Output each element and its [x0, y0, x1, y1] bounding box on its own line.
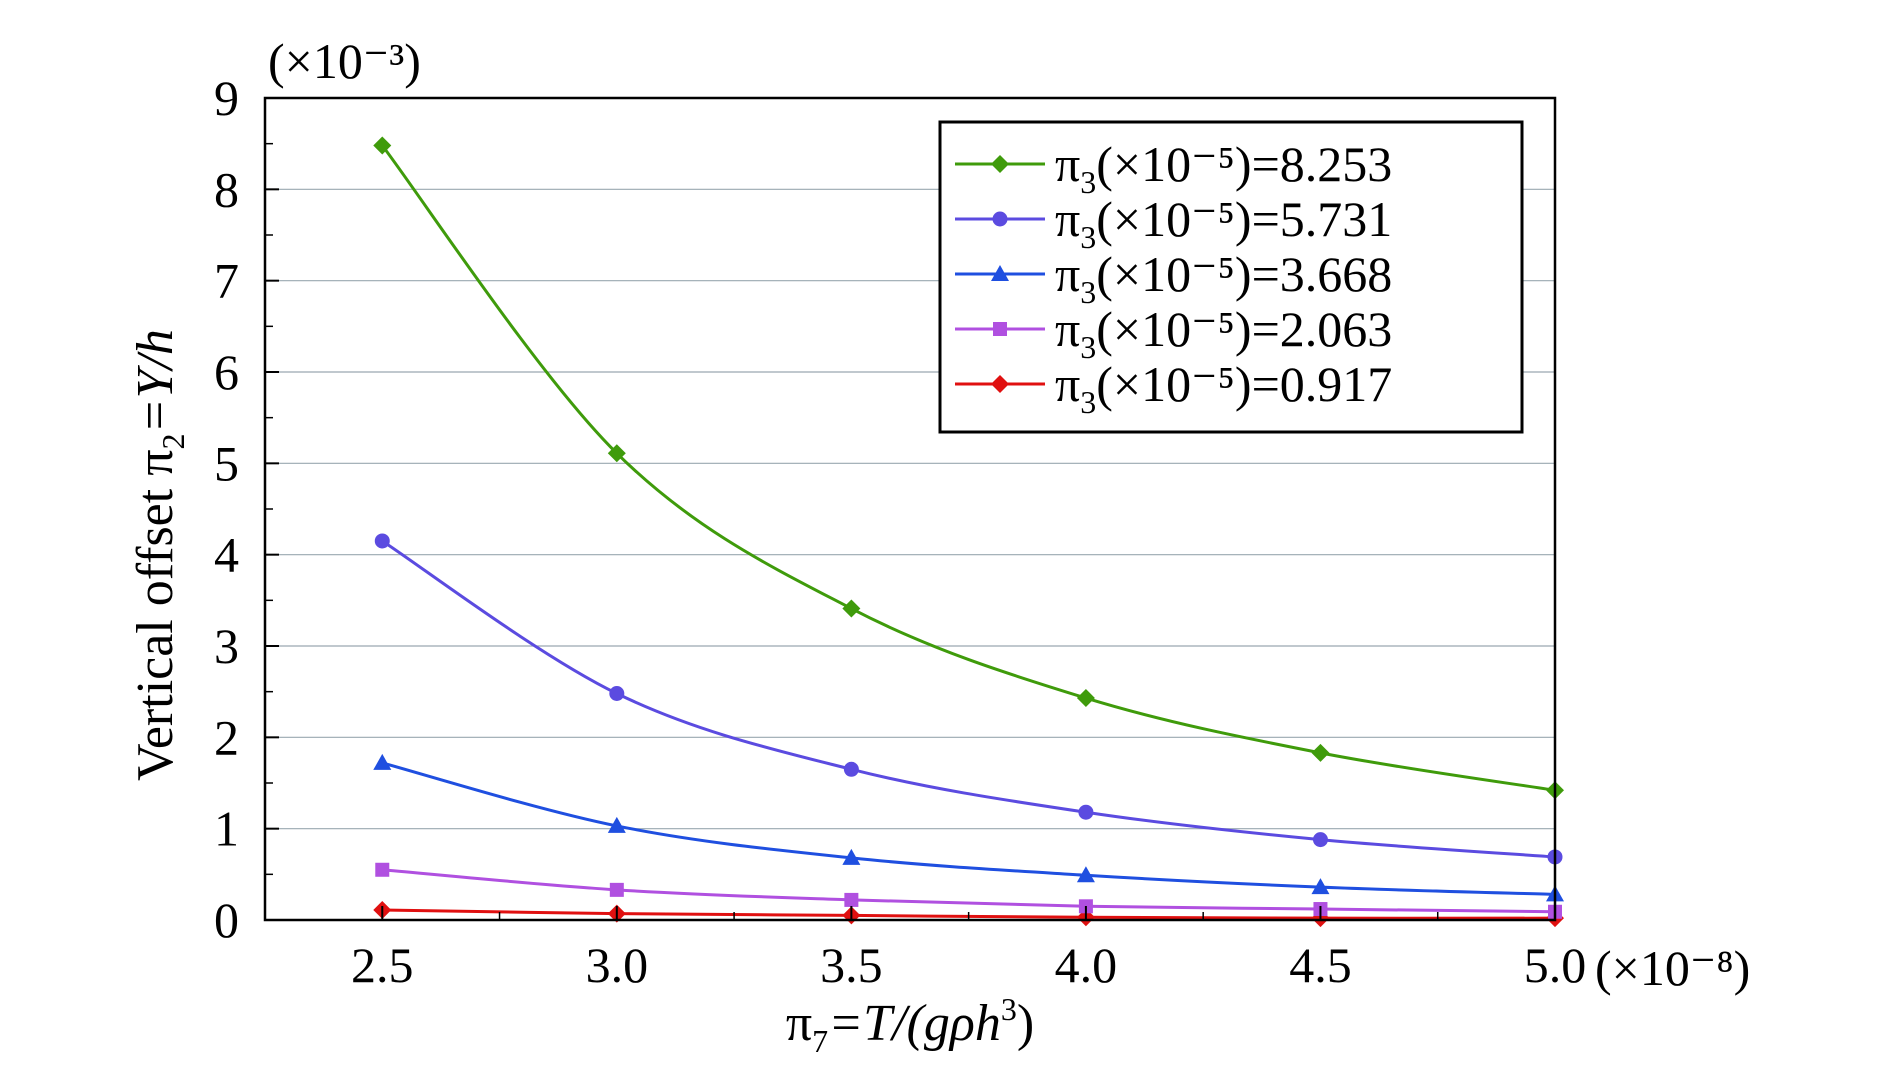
y-tick-label: 9: [214, 70, 239, 126]
data-point: [373, 136, 392, 155]
y-tick-label: 0: [214, 892, 239, 948]
legend-swatch-marker: [993, 322, 1007, 336]
series-line: [381, 761, 1556, 896]
y-tick-label: 5: [214, 435, 239, 491]
legend-box: [938, 120, 1524, 434]
data-point: [374, 533, 390, 549]
y-tick-label: 7: [214, 253, 239, 309]
y-tick-label: 6: [214, 344, 239, 400]
data-point: [375, 862, 390, 877]
x-tick-label: 4.5: [1289, 937, 1352, 993]
legend-swatch-marker: [991, 265, 1009, 281]
series-line: [381, 144, 1556, 792]
data-point: [1311, 743, 1330, 762]
legend-label: π3(×10⁻⁵)=3.668: [1055, 246, 1392, 310]
y-multiplier: (×10⁻³): [268, 33, 421, 89]
x-tick-label: 3.0: [586, 937, 649, 993]
data-point: [844, 892, 859, 907]
y-tick-label: 4: [214, 527, 239, 583]
series-π3(×10⁻⁵)=2.063: [375, 862, 1562, 919]
data-point: [609, 685, 625, 701]
y-tick-label: 1: [214, 801, 239, 857]
series-line: [381, 539, 1556, 859]
x-tick-label: 2.5: [351, 937, 414, 993]
x-tick-label: 5.0: [1524, 937, 1587, 993]
y-tick-label: 3: [214, 618, 239, 674]
x-multiplier: (×10⁻⁸): [1595, 940, 1750, 996]
data-point: [842, 599, 861, 618]
data-point: [1076, 866, 1095, 883]
legend-label: π3(×10⁻⁵)=2.063: [1055, 301, 1392, 365]
data-point: [607, 444, 626, 463]
x-tick-label: 4.0: [1055, 937, 1118, 993]
legend: π3(×10⁻⁵)=8.253π3(×10⁻⁵)=5.731π3(×10⁻⁵)=…: [938, 120, 1524, 434]
x-axis-title: π7=T/(gρh3): [786, 991, 1034, 1059]
legend-swatch-marker: [991, 375, 1009, 393]
data-point: [1078, 804, 1094, 820]
data-point: [607, 816, 626, 833]
data-point: [1076, 689, 1095, 708]
data-point: [1312, 832, 1328, 848]
y-tick-label: 2: [214, 709, 239, 765]
x-tick-label: 3.5: [820, 937, 883, 993]
series-line: [382, 868, 1556, 914]
legend-label: π3(×10⁻⁵)=8.253: [1055, 136, 1392, 200]
legend-label: π3(×10⁻⁵)=0.917: [1055, 356, 1392, 420]
data-point: [1311, 878, 1330, 895]
data-point: [373, 753, 392, 770]
data-point: [609, 882, 624, 897]
axis-ticks: 0 1 2 3 4 5 6 7 8 9 2.5 3.0 3.5 4.0 4.5 5.0: [214, 70, 1586, 993]
y-tick-label: 8: [214, 161, 239, 217]
data-point: [842, 848, 861, 865]
legend-swatch-marker: [991, 155, 1009, 173]
legend-swatch-marker: [992, 211, 1008, 227]
series-π3(×10⁻⁵)=3.668: [373, 753, 1564, 902]
series-π3(×10⁻⁵)=5.731: [374, 533, 1563, 865]
legend-label: π3(×10⁻⁵)=5.731: [1055, 191, 1392, 255]
data-point: [843, 761, 859, 777]
y-axis-title: Vertical offset π2=Y/h: [127, 329, 191, 781]
